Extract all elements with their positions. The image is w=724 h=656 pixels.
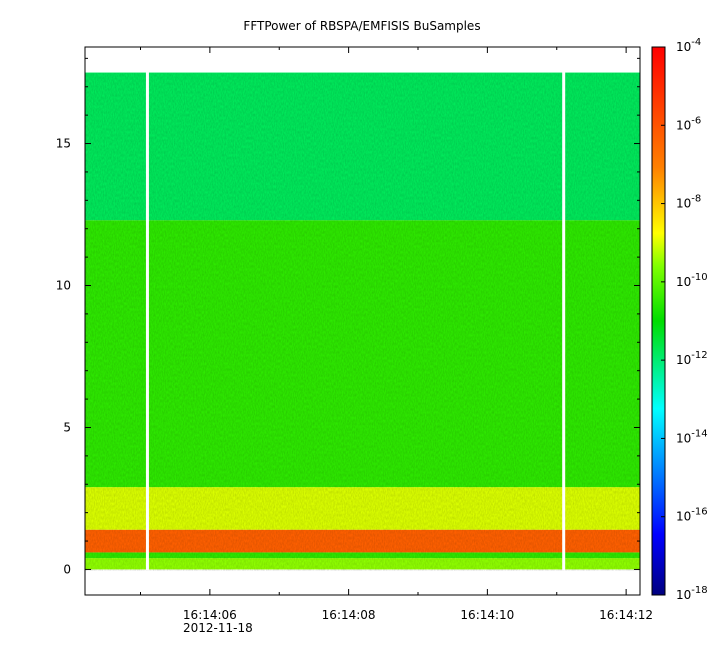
colorbar-tick-base: 10 bbox=[676, 275, 691, 289]
colorbar-tick-base: 10 bbox=[676, 510, 691, 524]
data-gap bbox=[562, 71, 566, 571]
colorbar-tick-exponent: -6 bbox=[691, 115, 701, 126]
chart-title: FFTPower of RBSPA/EMFISIS BuSamples bbox=[243, 19, 480, 33]
x-tick-date: 2012-11-18 bbox=[183, 621, 253, 635]
colorbar-tick-base: 10 bbox=[676, 588, 691, 602]
colorbar-tick-label: 10-6 bbox=[676, 115, 701, 132]
colorbar-gradient bbox=[651, 46, 666, 596]
y-axis: 0 5 10 15 bbox=[56, 57, 640, 576]
data-gap bbox=[145, 71, 149, 571]
y-tick-label: 10 bbox=[56, 279, 71, 293]
y-tick-label: 0 bbox=[63, 562, 71, 576]
y-tick-label: 15 bbox=[56, 137, 71, 151]
y-tick-label: 5 bbox=[63, 420, 71, 434]
colorbar-tick-base: 10 bbox=[676, 118, 691, 132]
colorbar-tick-exponent: -10 bbox=[691, 272, 707, 283]
colorbar-tick-base: 10 bbox=[676, 431, 691, 445]
colorbar-tick-label: 10-10 bbox=[676, 272, 708, 289]
colorbar-tick-exponent: -8 bbox=[691, 194, 701, 205]
colorbar-tick-base: 10 bbox=[676, 197, 691, 211]
colorbar-tick-label: 10-16 bbox=[676, 507, 708, 524]
x-tick-label: 16:14:12 bbox=[599, 608, 653, 622]
x-tick-label: 16:14:10 bbox=[460, 608, 514, 622]
colorbar-tick-exponent: -12 bbox=[691, 350, 707, 361]
colorbar-tick-label: 10-8 bbox=[676, 194, 701, 211]
colorbar-tick-exponent: -18 bbox=[691, 585, 707, 596]
colorbar-tick-label: 10-4 bbox=[676, 37, 701, 54]
noise-texture bbox=[85, 73, 640, 571]
x-tick-label: 16:14:08 bbox=[322, 608, 376, 622]
colorbar-tick-exponent: -14 bbox=[691, 428, 707, 439]
colorbar-tick-label: 10-14 bbox=[676, 428, 708, 445]
colorbar-tick-base: 10 bbox=[676, 353, 691, 367]
colorbar-tick-label: 10-12 bbox=[676, 350, 708, 367]
x-tick-label: 16:14:06 bbox=[183, 608, 237, 622]
colorbar-tick-base: 10 bbox=[676, 40, 691, 54]
colorbar-tick-exponent: -16 bbox=[691, 507, 707, 518]
colorbar-tick-label: 10-18 bbox=[676, 585, 708, 602]
plot-frame bbox=[84, 46, 641, 596]
colorbar-tick-exponent: -4 bbox=[691, 37, 701, 48]
